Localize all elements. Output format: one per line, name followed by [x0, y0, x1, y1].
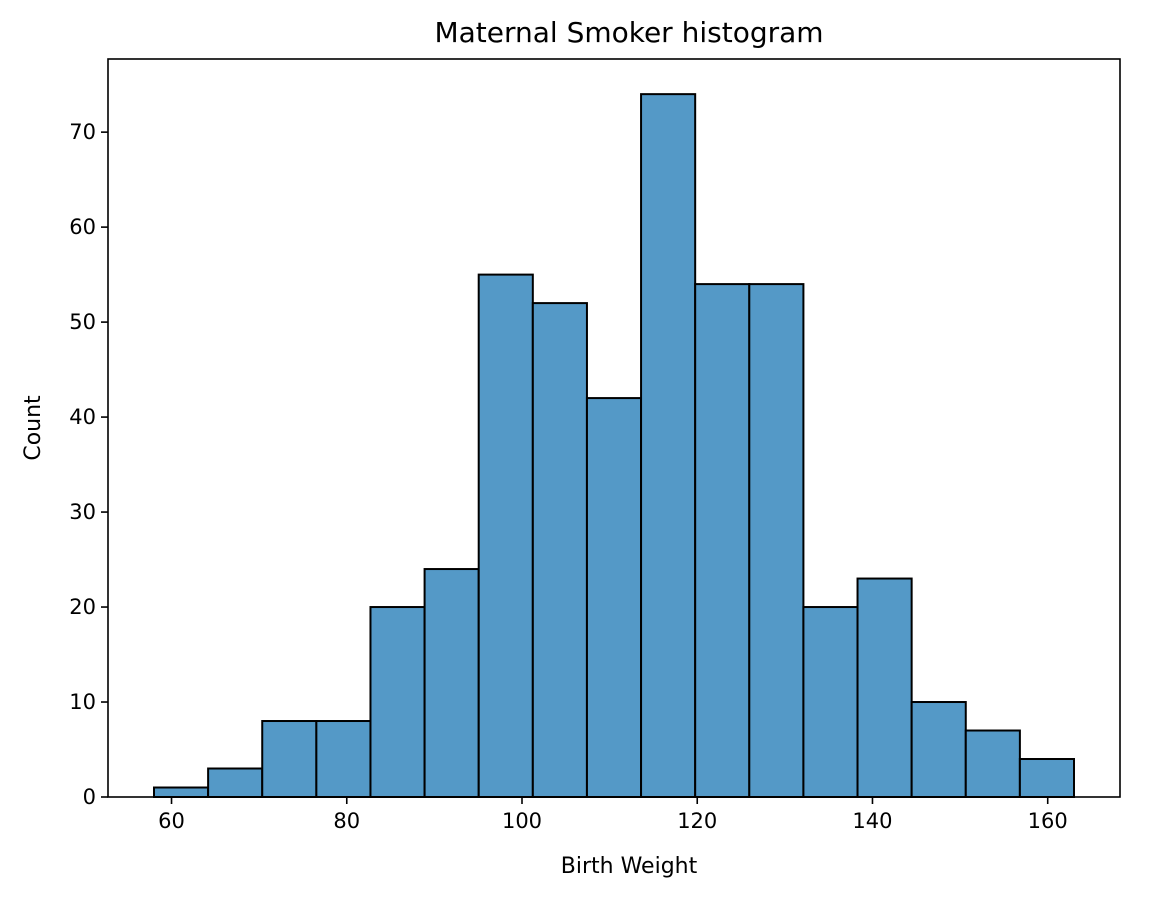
histogram-bar [315, 720, 372, 798]
chart-title: Maternal Smoker histogram [434, 16, 823, 49]
histogram-bar [153, 786, 210, 799]
histogram-bar [964, 729, 1021, 798]
histogram-bar [910, 701, 967, 798]
histogram-bar [802, 606, 859, 799]
x-tick-label: 100 [502, 809, 542, 833]
histogram-bar [261, 720, 318, 798]
y-tick-label: 0 [83, 785, 96, 809]
histogram-bar [423, 568, 480, 798]
axes-layer: 60 80 100 120 140 160 0 10 20 30 40 50 60 70 [69, 58, 1121, 833]
histogram-bar [477, 273, 534, 798]
histogram-bar [856, 577, 913, 798]
x-tick-label: 60 [158, 809, 185, 833]
histogram-bar [531, 302, 588, 798]
histogram-bar [748, 283, 805, 798]
x-axis-label: Birth Weight [561, 854, 698, 879]
y-tick-label: 50 [69, 310, 96, 334]
x-tick-label: 160 [1028, 809, 1068, 833]
y-tick-label: 70 [69, 120, 96, 144]
x-tick-label: 80 [333, 809, 360, 833]
x-tick-label: 140 [852, 809, 892, 833]
y-tick-label: 60 [69, 215, 96, 239]
y-axis-label: Count [21, 395, 46, 461]
y-tick-label: 40 [69, 405, 96, 429]
bars-layer [153, 93, 1075, 799]
histogram-bar [1018, 758, 1075, 799]
plot-frame [107, 58, 1121, 798]
histogram-bar [207, 767, 264, 799]
histogram-bar [585, 397, 643, 798]
y-tick-label: 10 [69, 690, 96, 714]
histogram-bar [640, 93, 697, 798]
histogram-bar [694, 283, 751, 798]
x-tick-label: 120 [677, 809, 717, 833]
y-tick-label: 20 [69, 595, 96, 619]
histogram-bar [369, 606, 426, 799]
y-tick-label: 30 [69, 500, 96, 524]
